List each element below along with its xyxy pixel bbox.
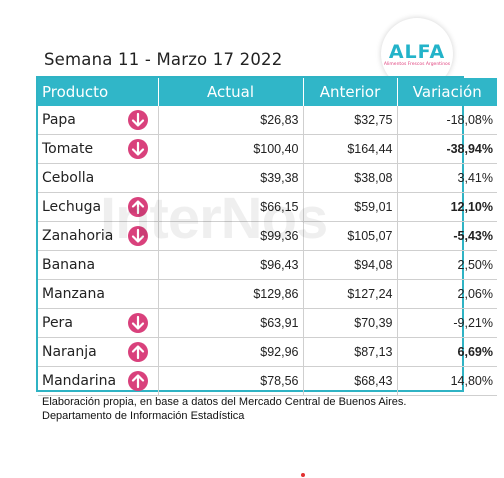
- week-title: Semana 11 - Marzo 17 2022: [44, 50, 283, 69]
- producto-label: Tomate: [42, 141, 94, 157]
- arrow-down-icon: [128, 313, 148, 333]
- column-header-variacion: Variación: [397, 78, 497, 106]
- cell-variacion: 6,69%: [396, 337, 497, 367]
- column-header-anterior: Anterior: [303, 78, 398, 106]
- table-row: Mandarina $78,56 $68,43 14,80%: [38, 366, 497, 396]
- column-header-actual: Actual: [158, 78, 304, 106]
- table-row: Naranja $92,96 $87,13 6,69%: [38, 337, 497, 367]
- cell-producto: Naranja: [38, 337, 158, 367]
- cell-actual: $99,36: [157, 221, 303, 251]
- cell-variacion: 12,10%: [396, 192, 497, 222]
- cell-actual: $100,40: [157, 134, 303, 164]
- price-table: Producto Actual Anterior Variación Papa $…: [38, 78, 497, 396]
- arrow-down-icon: [128, 110, 148, 130]
- cell-producto: Lechuga: [38, 192, 158, 222]
- cell-actual: $96,43: [157, 250, 303, 280]
- producto-label: Naranja: [42, 344, 97, 360]
- table-row: Pera $63,91 $70,39 -9,21%: [38, 308, 497, 338]
- table-row: Cebolla $39,38 $38,08 3,41%: [38, 163, 497, 193]
- cell-variacion: -9,21%: [396, 308, 497, 338]
- cell-variacion: -38,94%: [396, 134, 497, 164]
- table-row: Lechuga $66,15 $59,01 12,10%: [38, 192, 497, 222]
- cell-variacion: 14,80%: [396, 366, 497, 396]
- cell-variacion: 2,50%: [396, 250, 497, 280]
- cell-producto: Zanahoria: [38, 221, 158, 251]
- watermark-text: InterNos: [100, 186, 328, 251]
- table-row: Zanahoria $99,36 $105,07 -5,43%: [38, 221, 497, 251]
- producto-label: Lechuga: [42, 199, 102, 215]
- arrow-down-icon: [128, 139, 148, 159]
- arrow-up-icon: [128, 197, 148, 217]
- cell-producto: Cebolla: [38, 163, 158, 193]
- cell-anterior: $59,01: [302, 192, 397, 222]
- footnote: Elaboración propia, en base a datos del …: [42, 395, 406, 423]
- cell-anterior: $164,44: [302, 134, 397, 164]
- cell-anterior: $105,07: [302, 221, 397, 251]
- cell-producto: Manzana: [38, 279, 158, 309]
- footnote-line-2: Departamento de Información Estadística: [42, 410, 245, 422]
- producto-label: Banana: [42, 257, 96, 273]
- table-row: Manzana $129,86 $127,24 2,06%: [38, 279, 497, 309]
- cell-producto: Pera: [38, 308, 158, 338]
- producto-label: Manzana: [42, 286, 105, 302]
- cell-producto: Tomate: [38, 134, 158, 164]
- cell-anterior: $87,13: [302, 337, 397, 367]
- table-row: Tomate $100,40 $164,44 -38,94%: [38, 134, 497, 164]
- decorative-dot: [301, 473, 305, 477]
- producto-label: Zanahoria: [42, 228, 114, 244]
- arrow-up-icon: [128, 342, 148, 362]
- cell-producto: Papa: [38, 106, 158, 135]
- cell-anterior: $32,75: [302, 106, 397, 135]
- arrow-up-icon: [128, 371, 148, 391]
- cell-anterior: $38,08: [302, 163, 397, 193]
- table-header-row: Producto Actual Anterior Variación: [38, 78, 497, 106]
- cell-variacion: -5,43%: [396, 221, 497, 251]
- cell-anterior: $68,43: [302, 366, 397, 396]
- table-row: Papa $26,83 $32,75 -18,08%: [38, 106, 497, 135]
- cell-actual: $63,91: [157, 308, 303, 338]
- cell-producto: Mandarina: [38, 366, 158, 396]
- cell-anterior: $127,24: [302, 279, 397, 309]
- cell-variacion: 2,06%: [396, 279, 497, 309]
- producto-label: Papa: [42, 112, 76, 128]
- cell-actual: $129,86: [157, 279, 303, 309]
- cell-variacion: 3,41%: [396, 163, 497, 193]
- cell-variacion: -18,08%: [396, 106, 497, 135]
- column-header-producto: Producto: [38, 78, 159, 106]
- logo-subtitle: Alimentos Frescos Argentinos: [383, 61, 451, 67]
- cell-actual: $66,15: [157, 192, 303, 222]
- footnote-line-1: Elaboración propia, en base a datos del …: [42, 396, 407, 408]
- producto-label: Cebolla: [42, 170, 95, 186]
- producto-label: Pera: [42, 315, 73, 331]
- cell-anterior: $70,39: [302, 308, 397, 338]
- cell-actual: $92,96: [157, 337, 303, 367]
- cell-anterior: $94,08: [302, 250, 397, 280]
- cell-actual: $78,56: [157, 366, 303, 396]
- cell-producto: Banana: [38, 250, 158, 280]
- logo-text: ALFA: [388, 40, 446, 63]
- cell-actual: $39,38: [157, 163, 303, 193]
- table-row: Banana $96,43 $94,08 2,50%: [38, 250, 497, 280]
- cell-actual: $26,83: [157, 106, 303, 135]
- arrow-down-icon: [128, 226, 148, 246]
- producto-label: Mandarina: [42, 373, 117, 389]
